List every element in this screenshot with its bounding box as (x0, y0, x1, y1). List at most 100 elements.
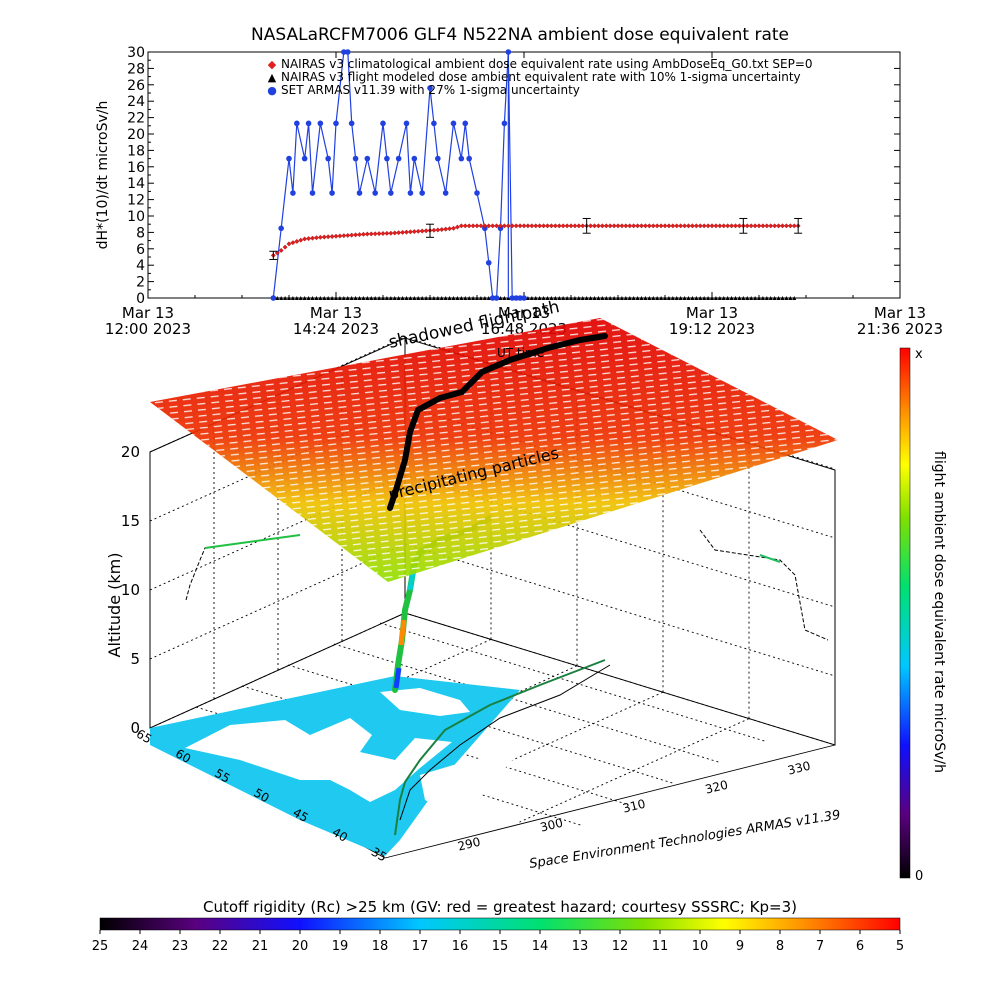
climatology-point (462, 223, 468, 229)
climatology-point (482, 223, 488, 229)
climatology-point (787, 223, 793, 229)
model-point (451, 296, 456, 300)
climatology-point (357, 232, 362, 238)
model-point (467, 296, 472, 300)
floor-grid-line (519, 718, 750, 823)
armas-point (329, 190, 335, 196)
y-tick-label: 30 (127, 45, 145, 61)
model-point (670, 296, 675, 300)
model-point (768, 296, 773, 300)
cutoff-tick-label: 13 (572, 939, 589, 954)
climatology-point (396, 230, 402, 236)
grid-line-left (149, 612, 406, 729)
model-point (424, 296, 429, 300)
cutoff-tick-label: 15 (492, 939, 509, 954)
y-tick-label: 14 (127, 176, 145, 192)
model-point (686, 296, 691, 300)
armas-point (493, 295, 500, 301)
model-point (623, 296, 628, 300)
climatology-point (572, 223, 578, 229)
climatology-point (310, 235, 315, 241)
climatology-point (298, 237, 304, 243)
cutoff-tick-label: 6 (856, 939, 864, 954)
model-point (608, 296, 613, 300)
climatology-point (756, 223, 762, 229)
flight-path-blue (393, 667, 402, 689)
model-point (733, 296, 738, 300)
y-tick-label: 4 (136, 258, 145, 274)
climatology-point (407, 229, 413, 235)
climatology-point (701, 223, 707, 229)
model-point (541, 296, 546, 300)
climatology-point (552, 223, 558, 229)
climatology-point (513, 223, 519, 229)
model-point (298, 296, 303, 300)
armas-point (501, 120, 508, 127)
frame-edge (384, 744, 836, 859)
armas-point (294, 120, 300, 127)
armas-point (403, 120, 410, 127)
model-point (330, 296, 335, 300)
model-point (361, 296, 366, 300)
climatology-point (729, 223, 735, 229)
climatology-point (521, 223, 527, 229)
x-tick-label-time: 14:24 2023 (293, 320, 379, 338)
model-point (533, 296, 538, 300)
climatology-point (533, 223, 539, 229)
cutoff-colorbar: Cutoff rigidity (Rc) >25 km (GV: red = g… (92, 898, 904, 954)
shadow-right-color (759, 554, 781, 563)
climatology-point (498, 223, 503, 229)
armas-point (435, 155, 441, 162)
flight-path-3d: shadowed flightpath UT time precipitatin… (105, 297, 842, 872)
armas-point (301, 155, 308, 162)
climatology-point (447, 226, 453, 232)
shadow-left-wall (185, 534, 301, 601)
armas-point (474, 190, 480, 196)
climatology-point (372, 231, 378, 237)
longitude-tick-label: 300 (539, 816, 565, 835)
armas-point (344, 49, 351, 55)
model-point (588, 296, 593, 300)
climatology-point (537, 223, 543, 229)
cutoff-tick-label: 17 (412, 939, 429, 954)
model-point (349, 296, 354, 300)
armas-point (364, 155, 371, 162)
model-point (737, 296, 742, 300)
altitude-axis: 0 5 10 15 20 (121, 443, 140, 737)
shadowed-flightpath (387, 333, 608, 511)
grid-line-right (404, 543, 836, 677)
climatology-point (599, 223, 605, 229)
y-tick-label: 26 (127, 78, 145, 94)
model-point (498, 296, 503, 300)
climatology-point (780, 223, 785, 229)
climatology-point (419, 228, 425, 234)
climatology-point (439, 227, 445, 233)
shadow-left-color (204, 534, 301, 549)
climatology-point (341, 233, 347, 239)
climatology-point (733, 223, 738, 229)
model-point (357, 296, 362, 300)
climatology-point (639, 223, 644, 229)
model-point (600, 296, 605, 300)
model-point (314, 296, 319, 300)
model-point (580, 296, 585, 300)
x-tick-label-time: 21:36 2023 (857, 320, 943, 338)
model-point (745, 296, 750, 300)
armas-point (348, 120, 355, 127)
y-tick-label: 8 (136, 225, 145, 241)
cutoff-tick-label: 12 (612, 939, 629, 954)
latitude-tick-label: 55 (212, 766, 232, 786)
cutoff-tick-label: 19 (332, 939, 349, 954)
dose-colorbar-top: x (915, 347, 923, 362)
legend-symbol: ◆ (268, 58, 277, 71)
latitude-tick-label: 50 (251, 786, 271, 806)
ground-map (150, 659, 611, 856)
climatology-point (400, 229, 406, 235)
cutoff-tick-label: 5 (896, 939, 904, 954)
model-point (710, 296, 714, 300)
y-tick-label: 12 (127, 193, 145, 209)
armas-point (325, 155, 331, 162)
model-point (741, 296, 746, 300)
climatology-point (666, 223, 672, 229)
